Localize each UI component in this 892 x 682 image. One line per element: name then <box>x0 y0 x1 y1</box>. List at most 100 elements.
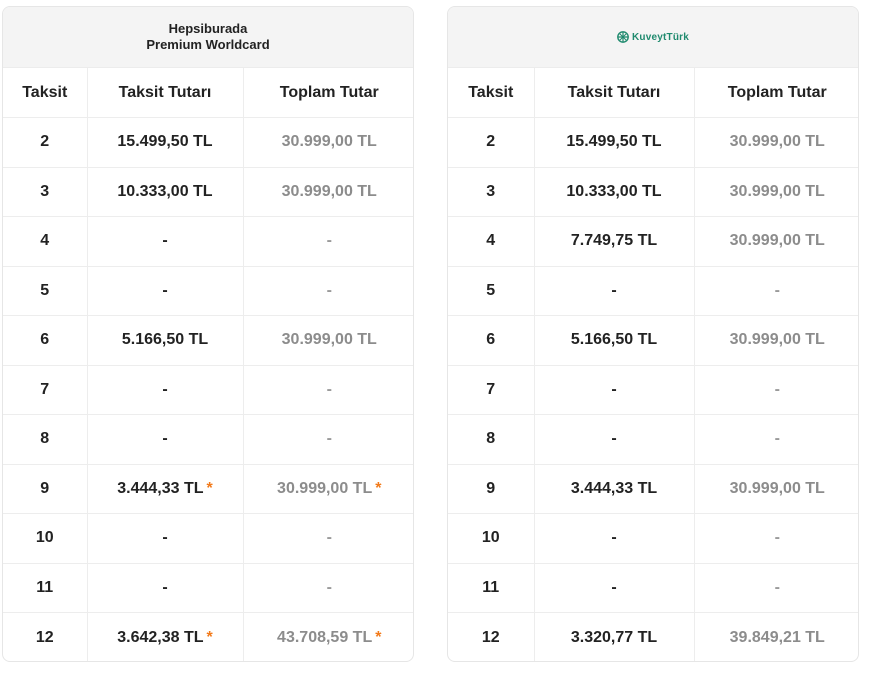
installment-amount-value: - <box>162 430 168 448</box>
installment-amount: - <box>87 563 244 613</box>
kuveytturk-logo: KuveytTürk <box>617 31 689 43</box>
installment-amount-value: 10.333,00 TL <box>117 182 213 200</box>
total-amount-value: 30.999,00 TL <box>277 479 373 497</box>
total-amount: 30.999,00 TL <box>243 117 413 168</box>
installment-amount: - <box>87 266 244 316</box>
total-amount-value: - <box>774 380 780 398</box>
total-amount-value: - <box>774 281 780 299</box>
installment-amount-value: - <box>162 232 168 250</box>
total-amount-value: 30.999,00 TL <box>729 182 825 200</box>
installment-count: 7 <box>448 365 535 415</box>
installment-amount-value: 15.499,50 TL <box>117 133 213 151</box>
table-row: 7 - - <box>448 365 858 415</box>
installment-amount-value: 3.320,77 TL <box>570 628 658 646</box>
installment-table-kuveytturk: Taksit Taksit Tutarı Toplam Tutar 2 15.49… <box>448 68 858 662</box>
total-amount: - <box>243 414 413 465</box>
table-row: 3 10.333,00 TL 30.999,00 TL <box>3 167 413 217</box>
installment-count: 2 <box>3 117 88 168</box>
table-row: 6 5.166,50 TL 30.999,00 TL <box>3 315 413 366</box>
installment-amount-value: 15.499,50 TL <box>566 133 662 151</box>
total-amount-value: 30.999,00 TL <box>281 182 377 200</box>
table-row: 4 7.749,75 TL 30.999,00 TL <box>448 216 858 267</box>
installment-amount: - <box>534 563 695 613</box>
total-amount: - <box>243 563 413 613</box>
installment-amount-value: - <box>611 430 617 448</box>
table-row: 10 - - <box>3 513 413 564</box>
installment-amount: 15.499,50 TL <box>87 117 244 168</box>
installment-amount: 3.642,38 TL * <box>87 612 244 661</box>
table-row: 9 3.444,33 TL 30.999,00 TL <box>448 464 858 514</box>
installment-amount-value: 10.333,00 TL <box>566 182 662 200</box>
total-amount: - <box>243 513 413 564</box>
installment-count: 7 <box>3 365 88 415</box>
installment-amount-value: - <box>162 281 168 299</box>
installment-amount-value: - <box>162 578 168 596</box>
total-amount-value: 30.999,00 TL <box>729 331 825 349</box>
installment-amount: - <box>534 513 695 564</box>
installment-amount: - <box>87 216 244 267</box>
installment-amount-value: 3.444,33 TL <box>570 479 658 497</box>
total-amount: 30.999,00 TL <box>694 167 858 217</box>
installment-count: 6 <box>3 315 88 366</box>
installment-amount: - <box>87 365 244 415</box>
installment-amount: 10.333,00 TL <box>534 167 695 217</box>
table-row: 2 15.499,50 TL 30.999,00 TL <box>448 117 858 168</box>
installment-count: 9 <box>448 464 535 514</box>
installment-amount-value: 5.166,50 TL <box>570 331 658 349</box>
table-row: 12 3.642,38 TL * 43.708,59 TL * <box>3 612 413 662</box>
installment-amount: 5.166,50 TL <box>87 315 244 366</box>
total-amount-value: - <box>326 430 332 448</box>
header-toplam-tutar: Toplam Tutar <box>694 68 858 118</box>
card-title-line1: Hepsiburada <box>168 21 248 36</box>
kuveytturk-logo-icon <box>617 31 629 43</box>
table-row: 5 - - <box>3 266 413 316</box>
total-amount: 39.849,21 TL <box>694 613 858 662</box>
total-amount-value: 43.708,59 TL <box>277 628 373 646</box>
asterisk-mark: * <box>375 628 382 646</box>
total-amount-value: 30.999,00 TL <box>729 133 825 151</box>
table-row: 2 15.499,50 TL 30.999,00 TL <box>3 117 413 168</box>
installment-amount: - <box>534 266 695 316</box>
total-amount: 43.708,59 TL * <box>243 613 413 662</box>
installment-amount: - <box>534 365 695 415</box>
table-row: 11 - - <box>3 563 413 613</box>
table-row: 4 - - <box>3 216 413 267</box>
card-panel-hepsiburada: Hepsiburada Premium Worldcard Taksit Tak… <box>2 6 414 662</box>
table-body: 2 15.499,50 TL 30.999,00 TL 3 10.333,00 TL 30… <box>448 117 858 662</box>
total-amount: - <box>694 563 858 613</box>
card-title: Hepsiburada Premium Worldcard <box>146 21 269 53</box>
installment-count: 11 <box>448 563 535 613</box>
total-amount: - <box>243 216 413 267</box>
installment-count: 10 <box>448 513 535 564</box>
total-amount: - <box>694 266 858 316</box>
installment-amount-value: - <box>611 529 617 547</box>
total-amount-value: 30.999,00 TL <box>281 331 377 349</box>
installment-count: 11 <box>3 563 88 613</box>
installment-amount-value: - <box>611 578 617 596</box>
table-row: 8 - - <box>3 414 413 465</box>
table-header-row: Taksit Taksit Tutarı Toplam Tutar <box>448 68 858 118</box>
total-amount: 30.999,00 TL <box>694 315 858 366</box>
installment-amount-value: - <box>162 380 168 398</box>
installment-count: 9 <box>3 464 88 514</box>
total-amount-value: 30.999,00 TL <box>281 133 377 151</box>
table-row: 5 - - <box>448 266 858 316</box>
header-taksit: Taksit <box>3 68 88 118</box>
installment-amount-value: - <box>162 529 168 547</box>
installment-amount-value: 3.642,38 TL <box>117 628 204 646</box>
total-amount: 30.999,00 TL <box>694 117 858 168</box>
card-title-line2: Premium Worldcard <box>146 37 270 52</box>
installment-count: 12 <box>3 612 88 661</box>
table-row: 11 - - <box>448 563 858 613</box>
asterisk-mark: * <box>206 628 213 646</box>
table-row: 7 - - <box>3 365 413 415</box>
table-row: 6 5.166,50 TL 30.999,00 TL <box>448 315 858 366</box>
total-amount: - <box>243 266 413 316</box>
installment-count: 6 <box>448 315 535 366</box>
header-taksit: Taksit <box>448 68 535 118</box>
installment-amount: 10.333,00 TL <box>87 167 244 217</box>
total-amount: 30.999,00 TL * <box>243 464 413 514</box>
header-toplam-tutar: Toplam Tutar <box>243 68 413 118</box>
total-amount-value: - <box>774 529 780 547</box>
